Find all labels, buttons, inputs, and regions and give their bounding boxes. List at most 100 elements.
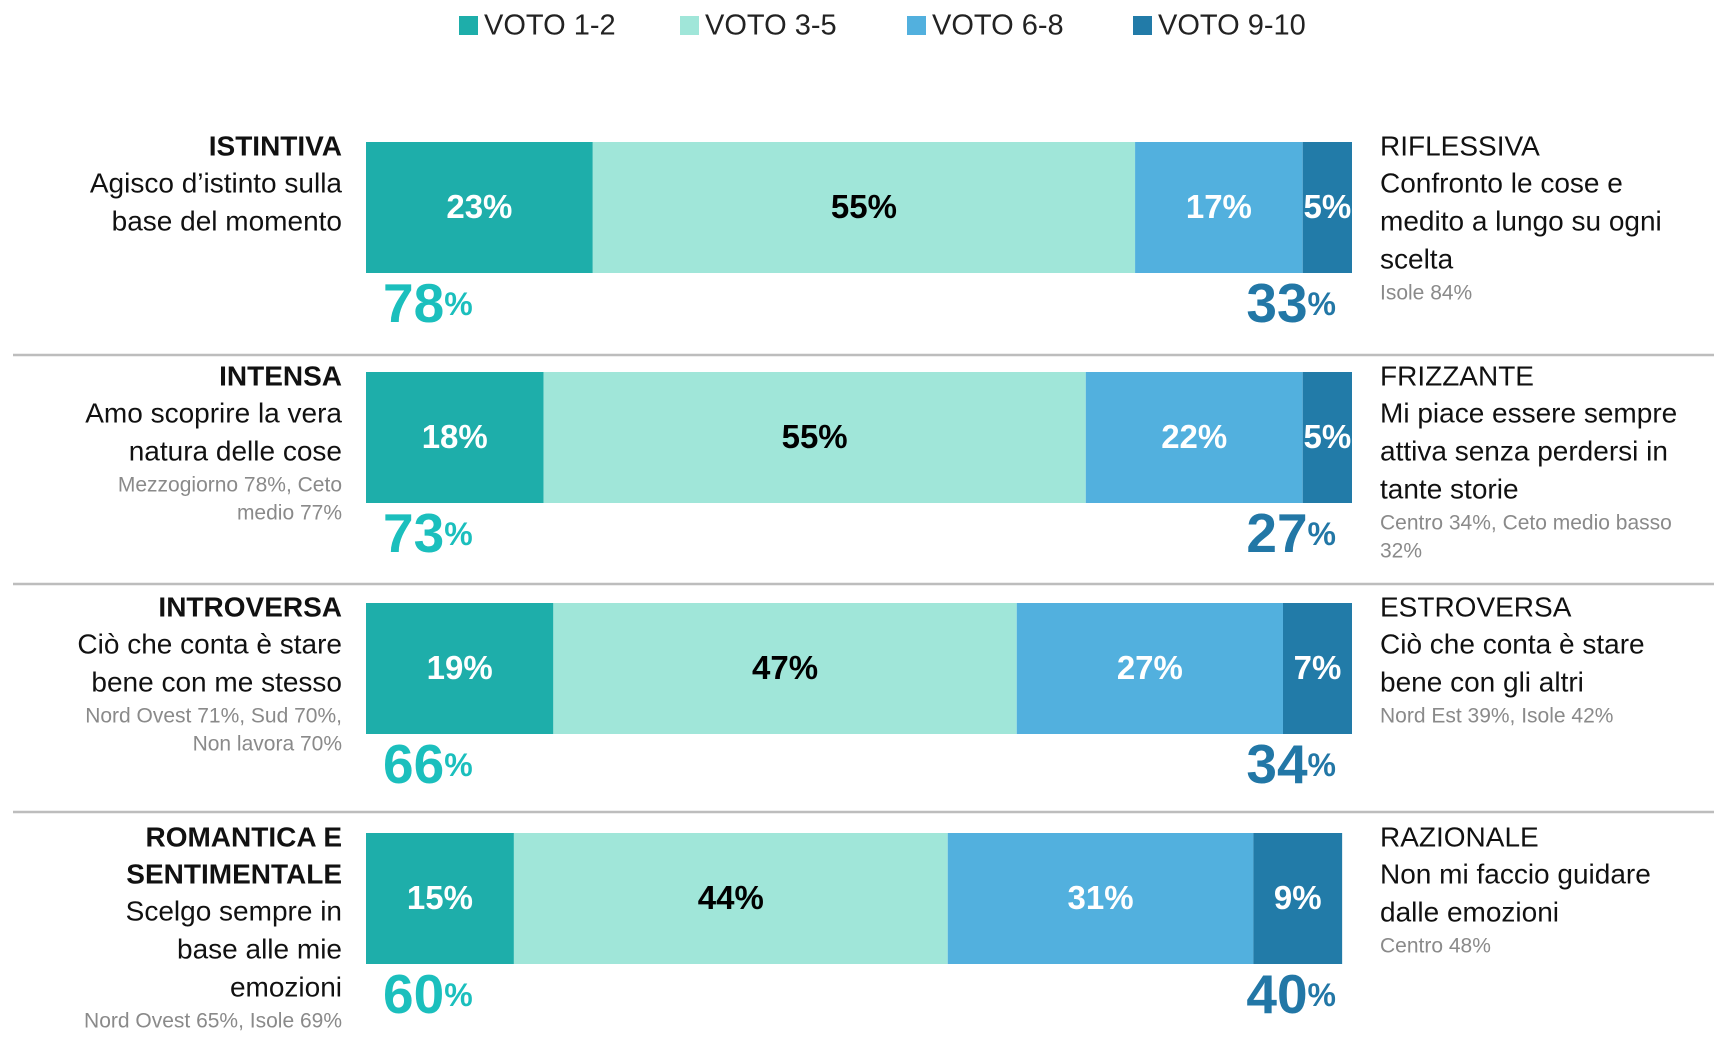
right-total: 34%: [1246, 733, 1336, 795]
total-unit: %: [444, 977, 472, 1013]
total-value: 27: [1246, 502, 1307, 564]
left-text: Ciò che conta è stare: [77, 628, 342, 659]
legend-swatch: [907, 16, 926, 35]
bar-segment: [947, 833, 1254, 964]
right-text: attiva senza perdersi in: [1380, 435, 1668, 466]
left-note: Non lavora 70%: [193, 733, 342, 756]
left-title: SENTIMENTALE: [126, 858, 342, 889]
right-total: 40%: [1246, 963, 1336, 1025]
left-title: ROMANTICA E: [145, 821, 342, 852]
left-note: Nord Ovest 71%, Sud 70%,: [85, 705, 342, 728]
left-title: INTROVERSA: [158, 591, 342, 622]
total-unit: %: [444, 286, 472, 322]
total-unit: %: [444, 516, 472, 552]
right-text: tante storie: [1380, 473, 1519, 504]
left-text: Scelgo sempre in: [126, 895, 342, 926]
segment-label: 5%: [1303, 188, 1351, 225]
total-unit: %: [1308, 977, 1336, 1013]
left-note: medio 77%: [237, 502, 342, 525]
bar-segment: [553, 603, 1017, 734]
left-text: Agisco d’istinto sulla: [90, 167, 343, 198]
segment-label: 31%: [1068, 879, 1134, 916]
bar-segment: [592, 142, 1136, 273]
total-unit: %: [1308, 747, 1336, 783]
left-total: 78%: [383, 272, 473, 334]
segment-label: 18%: [422, 418, 488, 455]
segment-label: 44%: [698, 879, 764, 916]
total-unit: %: [444, 747, 472, 783]
total-value: 66: [383, 733, 444, 795]
right-note: Nord Est 39%, Isole 42%: [1380, 705, 1613, 728]
left-total: 66%: [383, 733, 473, 795]
total-unit: %: [1308, 516, 1336, 552]
legend-swatch: [1133, 16, 1152, 35]
bar-segment: [1085, 372, 1303, 503]
left-text: bene con me stesso: [91, 666, 342, 697]
total-value: 73: [383, 502, 444, 564]
right-note: Isole 84%: [1380, 282, 1472, 305]
segment-label: 22%: [1161, 418, 1227, 455]
bar-segment: [543, 372, 1086, 503]
left-text: natura delle cose: [129, 435, 342, 466]
bar-segment: [366, 603, 554, 734]
right-text: scelta: [1380, 243, 1454, 274]
segment-label: 17%: [1186, 188, 1252, 225]
right-text: Non mi faccio guidare: [1380, 858, 1651, 889]
bar-segment: [366, 833, 514, 964]
bar-segment: [513, 833, 948, 964]
segment-label: 23%: [446, 188, 512, 225]
left-text: base del momento: [112, 205, 342, 236]
segment-label: 19%: [427, 649, 493, 686]
left-text: Amo scoprire la vera: [85, 397, 342, 428]
left-note: Mezzogiorno 78%, Ceto: [118, 474, 342, 497]
segment-label: 27%: [1117, 649, 1183, 686]
right-title: RIFLESSIVA: [1380, 130, 1540, 161]
segment-label: 55%: [831, 188, 897, 225]
right-text: dalle emozioni: [1380, 896, 1559, 927]
segment-label: 47%: [752, 649, 818, 686]
right-text: Ciò che conta è stare: [1380, 628, 1645, 659]
right-total: 27%: [1246, 502, 1336, 564]
right-title: FRIZZANTE: [1380, 360, 1534, 391]
left-total: 60%: [383, 963, 473, 1025]
left-note: Nord Ovest 65%, Isole 69%: [84, 1010, 342, 1033]
bar-segment: [1135, 142, 1303, 273]
bar-segment: [1302, 372, 1352, 503]
right-text: Confronto le cose e: [1380, 167, 1623, 198]
right-note: 32%: [1380, 540, 1422, 563]
segment-label: 55%: [782, 418, 848, 455]
segment-label: 9%: [1274, 879, 1322, 916]
total-value: 78: [383, 272, 444, 334]
legend-swatch: [459, 16, 478, 35]
left-total: 73%: [383, 502, 473, 564]
legend-label: VOTO 1-2: [484, 10, 616, 42]
bar-segment: [1253, 833, 1343, 964]
right-title: ESTROVERSA: [1380, 591, 1572, 622]
right-note: Centro 34%, Ceto medio basso: [1380, 512, 1672, 535]
right-text: bene con gli altri: [1380, 666, 1584, 697]
total-value: 60: [383, 963, 444, 1025]
bar-segment: [1282, 603, 1352, 734]
bar-segment: [1302, 142, 1352, 273]
left-text: emozioni: [230, 971, 342, 1002]
left-title: ISTINTIVA: [209, 130, 342, 161]
bar-segment: [1016, 603, 1283, 734]
right-note: Centro 48%: [1380, 935, 1491, 958]
right-text: medito a lungo su ogni: [1380, 205, 1662, 236]
legend-label: VOTO 6-8: [932, 10, 1064, 42]
right-total: 33%: [1246, 272, 1336, 334]
legend-label: VOTO 9-10: [1158, 10, 1306, 42]
right-title: RAZIONALE: [1380, 821, 1539, 852]
left-text: base alle mie: [177, 933, 342, 964]
segment-label: 7%: [1294, 649, 1342, 686]
total-value: 34: [1246, 733, 1308, 795]
total-unit: %: [1308, 286, 1336, 322]
legend-label: VOTO 3-5: [705, 10, 837, 42]
total-value: 33: [1246, 272, 1307, 334]
bar-segment: [366, 372, 544, 503]
segment-label: 15%: [407, 879, 473, 916]
segment-label: 5%: [1303, 418, 1351, 455]
bar-segment: [366, 142, 593, 273]
left-title: INTENSA: [219, 360, 342, 391]
